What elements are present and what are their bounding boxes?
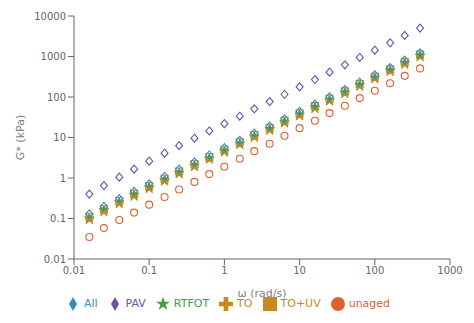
svg-text:0.1: 0.1 xyxy=(141,265,157,276)
svg-text:0.01: 0.01 xyxy=(44,254,66,265)
svg-text:G* (kPa): G* (kPa) xyxy=(14,115,27,160)
html-text:All: All xyxy=(83,297,98,310)
svg-text:0.1: 0.1 xyxy=(50,213,66,224)
svg-text:100: 100 xyxy=(365,265,384,276)
html-text:unaged: unaged xyxy=(348,297,391,310)
svg-text:0.01: 0.01 xyxy=(63,265,85,276)
svg-text:ω (rad/s): ω (rad/s) xyxy=(238,287,287,300)
html-text:RTFOT: RTFOT xyxy=(173,297,210,310)
svg-text:100: 100 xyxy=(47,92,66,103)
svg-text:1: 1 xyxy=(221,265,227,276)
svg-text:1: 1 xyxy=(60,173,66,184)
svg-text:1000: 1000 xyxy=(41,51,66,62)
svg-text:10000: 10000 xyxy=(34,11,66,22)
html-text:TO: TO xyxy=(237,297,253,310)
html-text:TO+UV: TO+UV xyxy=(280,297,321,310)
svg-text:10: 10 xyxy=(293,265,306,276)
svg-text:1000: 1000 xyxy=(437,265,462,276)
svg-text:10: 10 xyxy=(53,132,66,143)
html-text:PAV: PAV xyxy=(125,297,146,310)
